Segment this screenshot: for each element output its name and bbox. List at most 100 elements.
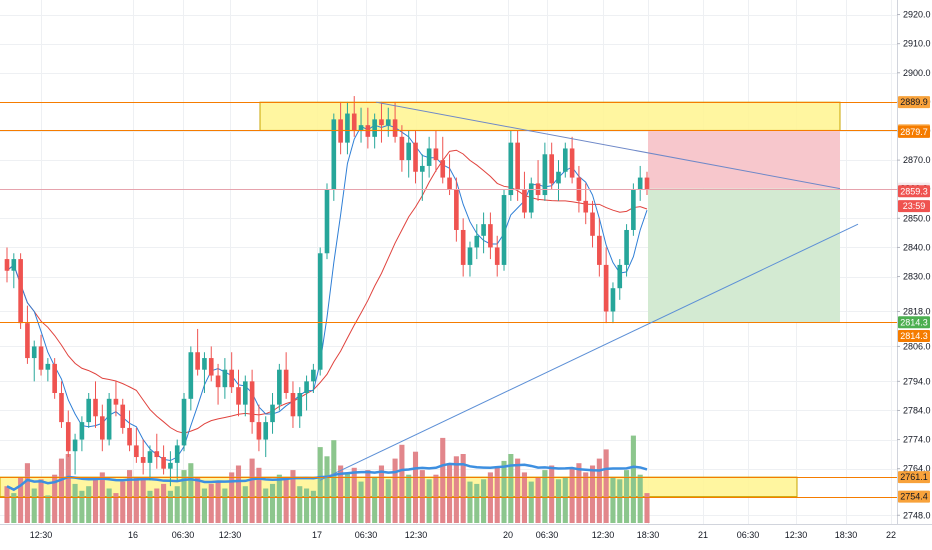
candle-body: [392, 119, 398, 137]
candle-body: [249, 381, 255, 423]
candle-body: [603, 264, 609, 312]
descending-trendline[interactable]: [375, 101, 841, 190]
volume-bar: [412, 451, 419, 523]
candle-body: [18, 259, 23, 324]
price-axis-label: 2910.0: [903, 39, 931, 49]
volume-bar: [120, 481, 126, 523]
candle-body: [590, 212, 595, 236]
candle-body: [345, 113, 350, 143]
candle-body: [317, 253, 323, 370]
candle-body: [617, 264, 623, 289]
price-axis-label: 2794.0: [903, 376, 931, 386]
volume-bar: [140, 479, 146, 523]
volume-bar: [24, 463, 30, 523]
short-position-stop-zone[interactable]: [648, 130, 840, 189]
volume-bar: [263, 488, 269, 523]
price-tag-label: 2879.7: [900, 127, 928, 137]
volume-bar: [208, 483, 214, 523]
candle-body: [86, 398, 92, 423]
candle-body: [379, 119, 384, 126]
volume-bar: [617, 479, 623, 523]
volume-bar: [4, 486, 10, 523]
volume-bar: [372, 477, 378, 523]
time-axis-label: 06:30: [737, 530, 760, 540]
volume-bar: [589, 465, 596, 523]
candles: [4, 96, 650, 487]
volume-bar: [45, 495, 51, 523]
candle-body: [542, 154, 548, 196]
slow-moving-average-line: [6, 149, 648, 434]
volume-bar: [630, 435, 636, 523]
volume-bar: [549, 465, 555, 523]
candle-body: [372, 119, 377, 137]
time-axis-label: 12:30: [785, 530, 808, 540]
candle-body: [460, 229, 466, 265]
time-axis-label: 12:30: [405, 530, 428, 540]
volume-bar: [467, 481, 473, 523]
candle-body: [399, 136, 405, 161]
candle-body: [181, 398, 187, 446]
candle-body: [59, 393, 64, 423]
ascending-trendline[interactable]: [319, 223, 859, 481]
short-position-target-zone[interactable]: [648, 188, 840, 323]
volume-bar: [154, 488, 160, 523]
candle-body: [331, 119, 337, 190]
time-axis-label: 06:30: [355, 530, 378, 540]
trend-lines[interactable]: [0, 101, 897, 498]
volume-bar: [215, 481, 221, 523]
volume-bar: [222, 488, 228, 523]
volume-bar: [460, 454, 466, 523]
price-axis-label: 2920.0: [903, 10, 931, 20]
volume-bar: [188, 463, 194, 523]
volume-bar: [385, 479, 391, 523]
price-axis-label: 2774.0: [903, 435, 931, 445]
time-axis[interactable]: 12:30 16 06:30 12:30 17 06:30 12:30 20 06:30 12:3…: [30, 530, 896, 540]
candle-body: [556, 171, 561, 184]
candle-body: [229, 369, 234, 388]
volume-bar: [113, 493, 119, 523]
candle-body: [624, 229, 629, 265]
candle-body: [467, 247, 473, 265]
candle-body: [277, 369, 282, 405]
price-axis-label: 2870.0: [903, 155, 931, 165]
price-tag-background: [898, 471, 930, 484]
candle-body: [433, 148, 439, 161]
volume-bar: [79, 490, 85, 523]
candle-body: [454, 189, 459, 230]
volume-bar: [637, 474, 643, 523]
candle-body: [65, 422, 71, 452]
price-axis-label: 2900.0: [903, 68, 931, 78]
volume-bar: [65, 454, 71, 523]
volume-bar: [127, 470, 133, 523]
candle-body: [324, 189, 330, 254]
volume-bar: [474, 483, 480, 523]
time-axis-label: 17: [312, 530, 322, 540]
volume-bar: [31, 488, 37, 523]
volume-bar: [92, 477, 99, 523]
volume-bar: [644, 493, 650, 523]
time-axis-label: 12:30: [592, 530, 615, 540]
price-tag-label: 2889.9: [900, 97, 928, 107]
candle-body: [562, 148, 568, 172]
volume-bar: [72, 483, 78, 523]
time-axis-label: 20: [503, 530, 513, 540]
volume-bar: [406, 474, 412, 523]
time-axis-label: 06:30: [172, 530, 195, 540]
volume-bar: [358, 481, 364, 523]
volume-bar: [242, 486, 248, 523]
volume-bar: [147, 490, 153, 523]
volume-bar: [181, 470, 187, 523]
candle-body: [161, 457, 166, 469]
volume-bar: [256, 467, 262, 523]
time-axis-label: 18:30: [637, 530, 660, 540]
price-tag-label: 23:59: [903, 201, 926, 211]
volume-bar: [297, 486, 303, 523]
volume-bar: [310, 490, 316, 523]
price-tag-background: [898, 125, 930, 138]
candle-body: [242, 381, 248, 405]
candle-body: [515, 142, 520, 190]
volume-bar: [494, 467, 500, 523]
price-tag-label: 2761.1: [900, 472, 928, 482]
candle-body: [120, 404, 126, 428]
